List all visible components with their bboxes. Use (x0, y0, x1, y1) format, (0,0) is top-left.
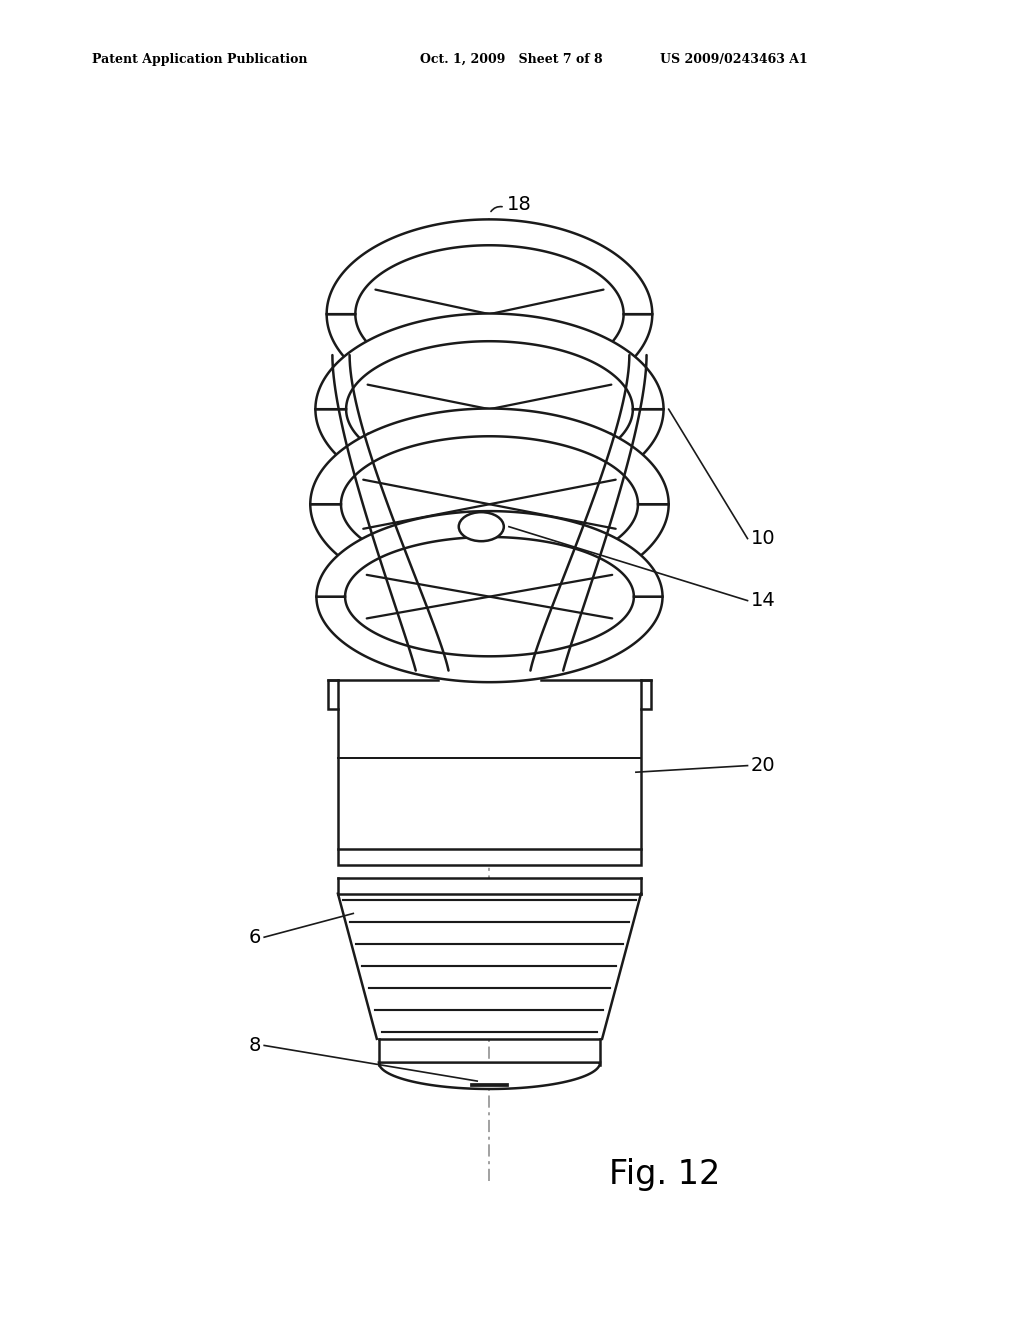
Text: 14: 14 (751, 591, 775, 610)
Text: 18: 18 (507, 195, 531, 214)
Text: Patent Application Publication: Patent Application Publication (92, 53, 307, 66)
Polygon shape (328, 680, 338, 709)
Polygon shape (316, 511, 663, 597)
Polygon shape (338, 894, 641, 1039)
Polygon shape (327, 219, 652, 314)
Text: 10: 10 (751, 529, 775, 548)
Polygon shape (339, 709, 640, 849)
Polygon shape (379, 1063, 600, 1089)
Text: Fig. 12: Fig. 12 (609, 1158, 721, 1191)
Ellipse shape (327, 219, 652, 409)
Text: 6: 6 (249, 928, 261, 946)
Ellipse shape (459, 512, 504, 541)
Polygon shape (340, 680, 639, 709)
Text: 8: 8 (249, 1036, 261, 1055)
Polygon shape (338, 849, 641, 865)
Ellipse shape (310, 409, 669, 599)
Polygon shape (316, 597, 663, 682)
Ellipse shape (316, 511, 663, 682)
Ellipse shape (315, 314, 664, 506)
Polygon shape (310, 504, 669, 599)
Polygon shape (310, 409, 669, 504)
Polygon shape (339, 878, 640, 894)
Polygon shape (315, 314, 664, 409)
Text: Oct. 1, 2009   Sheet 7 of 8: Oct. 1, 2009 Sheet 7 of 8 (420, 53, 602, 66)
Text: US 2009/0243463 A1: US 2009/0243463 A1 (660, 53, 808, 66)
Polygon shape (327, 314, 652, 409)
Polygon shape (315, 409, 664, 504)
Text: 20: 20 (751, 756, 775, 775)
Polygon shape (641, 680, 651, 709)
